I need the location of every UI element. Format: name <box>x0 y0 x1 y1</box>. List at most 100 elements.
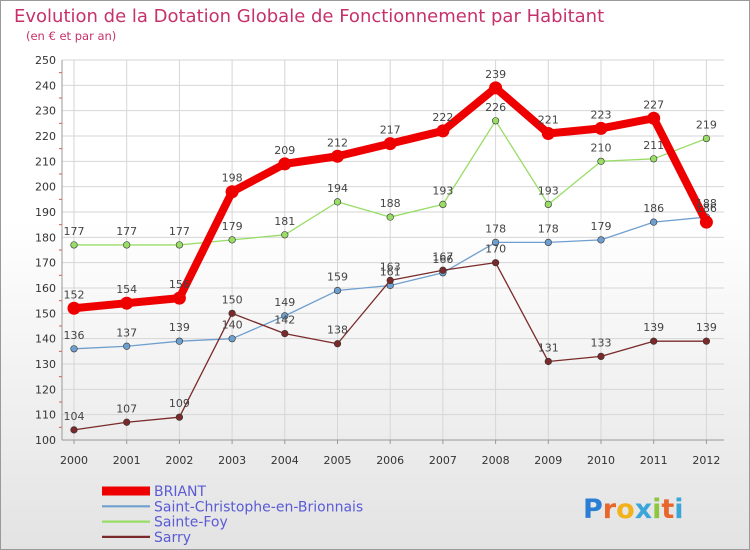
y-tick-label: 230 <box>35 105 56 118</box>
data-label: 152 <box>64 288 85 301</box>
data-label: 222 <box>432 111 453 124</box>
data-point <box>650 218 658 226</box>
data-label: 226 <box>485 101 506 114</box>
grid <box>62 59 724 440</box>
data-label: 209 <box>274 144 295 157</box>
data-label: 179 <box>591 220 612 233</box>
data-point <box>123 241 131 249</box>
y-tick-label: 150 <box>35 307 56 320</box>
logo-letter: i <box>652 494 661 525</box>
y-tick-label: 120 <box>35 383 56 396</box>
data-point <box>331 149 344 163</box>
data-point <box>175 337 183 345</box>
data-label: 104 <box>64 410 85 423</box>
data-label: 133 <box>591 336 612 349</box>
chart-title: Evolution de la Dotation Globale de Fonc… <box>14 6 604 27</box>
x-tick-label: 2000 <box>60 454 88 467</box>
data-label: 181 <box>274 215 295 228</box>
y-tick-label: 100 <box>35 434 56 447</box>
data-label: 188 <box>380 197 401 210</box>
data-point <box>228 335 236 343</box>
logo-letter: i <box>674 494 683 525</box>
data-point <box>492 117 500 125</box>
data-point <box>597 236 605 244</box>
x-tick-label: 2012 <box>692 454 720 467</box>
data-point <box>650 337 658 345</box>
data-point <box>489 81 503 95</box>
data-point <box>123 418 131 426</box>
data-label: 107 <box>116 402 137 415</box>
y-tick-label: 250 <box>35 54 56 67</box>
data-point <box>175 413 183 421</box>
data-label: 193 <box>432 184 453 197</box>
x-tick-label: 2006 <box>376 454 404 467</box>
data-point <box>386 213 394 221</box>
data-label: 149 <box>274 296 295 309</box>
logo-letter: x <box>635 494 652 525</box>
x-tick-label: 2008 <box>482 454 510 467</box>
logo-letter: o <box>616 494 635 525</box>
logo-letter: P <box>583 494 603 525</box>
data-point <box>439 266 447 274</box>
x-tick-label: 2010 <box>587 454 615 467</box>
data-point <box>67 301 81 315</box>
data-label: 166 <box>432 253 453 266</box>
data-label: 156 <box>169 278 190 291</box>
data-label: 186 <box>643 202 664 215</box>
data-point <box>702 134 711 143</box>
data-label: 109 <box>169 397 190 410</box>
data-label: 140 <box>222 319 243 332</box>
data-label: 163 <box>380 260 401 273</box>
data-point <box>120 296 134 310</box>
data-label: 136 <box>64 329 85 342</box>
y-tick-label: 140 <box>35 333 56 346</box>
x-tick-label: 2003 <box>218 454 246 467</box>
y-tick-label: 160 <box>35 282 56 295</box>
data-label: 223 <box>591 108 612 121</box>
data-point <box>597 352 605 361</box>
data-label: 142 <box>274 314 295 327</box>
data-label: 193 <box>538 184 559 197</box>
x-tick-label: 2007 <box>429 454 457 467</box>
data-label: 188 <box>696 197 717 210</box>
x-tick-label: 2001 <box>113 454 141 467</box>
data-point <box>702 337 711 345</box>
x-tick-label: 2011 <box>640 454 668 467</box>
data-point <box>541 126 555 140</box>
data-label: 212 <box>327 136 348 149</box>
data-label: 170 <box>485 243 506 256</box>
data-point <box>544 200 552 208</box>
data-point <box>70 345 78 353</box>
data-label: 179 <box>222 220 243 233</box>
data-label: 139 <box>696 321 717 334</box>
data-point <box>333 198 342 206</box>
data-point <box>492 259 500 267</box>
y-tick-label: 190 <box>35 206 56 219</box>
y-tick-label: 220 <box>35 130 56 143</box>
data-label: 198 <box>222 172 243 185</box>
data-label: 138 <box>327 324 348 337</box>
data-point <box>172 291 186 305</box>
data-point <box>386 276 394 285</box>
data-point <box>544 357 552 366</box>
data-label: 177 <box>116 225 137 238</box>
series-sarry <box>70 259 711 434</box>
logo-letter: t <box>661 494 674 525</box>
data-label: 178 <box>485 222 506 235</box>
data-point <box>594 121 608 135</box>
data-label: 154 <box>116 283 137 296</box>
data-point <box>647 111 661 125</box>
data-label: 186 <box>696 202 717 215</box>
x-tick-label: 2005 <box>324 454 352 467</box>
data-point <box>333 286 342 295</box>
data-point <box>436 124 450 138</box>
data-label: 177 <box>64 225 85 238</box>
data-point <box>70 426 78 434</box>
x-tick-label: 2009 <box>534 454 562 467</box>
data-label: 159 <box>327 271 348 284</box>
data-point <box>281 231 289 239</box>
data-point <box>225 185 239 199</box>
data-label: 150 <box>222 293 243 306</box>
data-point <box>175 241 183 249</box>
